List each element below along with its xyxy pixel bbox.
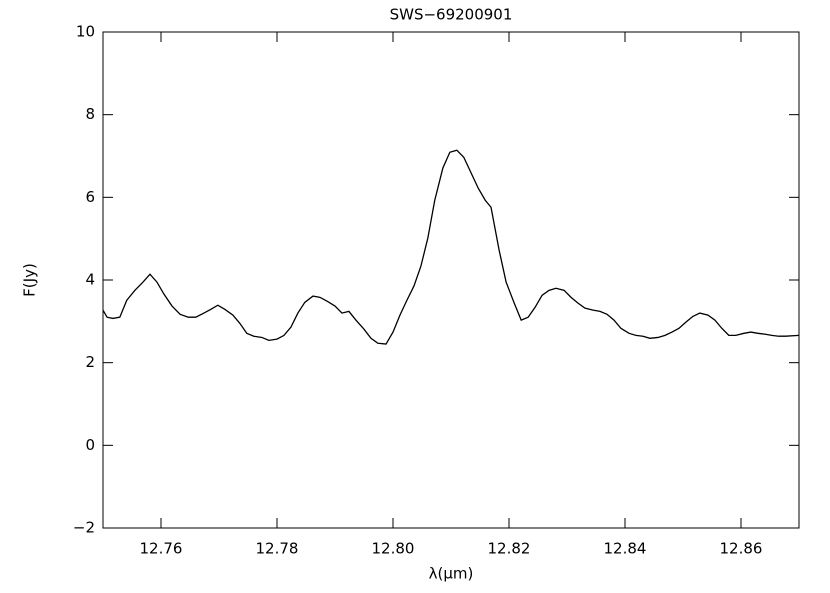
plot-frame [102, 31, 800, 529]
x-tick-label: 12.78 [256, 540, 299, 558]
x-tick-label: 12.80 [372, 540, 415, 558]
y-tick-label: −2 [73, 519, 95, 537]
chart-title: SWS−69200901 [390, 6, 513, 24]
y-axis-label: F(Jy) [21, 263, 39, 297]
y-tick-label: 4 [85, 271, 95, 289]
y-tick-label: 2 [85, 353, 95, 371]
y-tick-label: 10 [76, 23, 95, 41]
x-tick-label: 12.82 [488, 540, 531, 558]
y-tick-label: 6 [85, 188, 95, 206]
x-axis-label: λ(μm) [429, 565, 474, 583]
y-tick-label: 0 [85, 436, 95, 454]
x-tick-label: 12.76 [140, 540, 183, 558]
data-line [102, 149, 800, 345]
x-tick-label: 12.86 [720, 540, 763, 558]
x-tick-label: 12.84 [604, 540, 647, 558]
y-tick-label: 8 [85, 105, 95, 123]
